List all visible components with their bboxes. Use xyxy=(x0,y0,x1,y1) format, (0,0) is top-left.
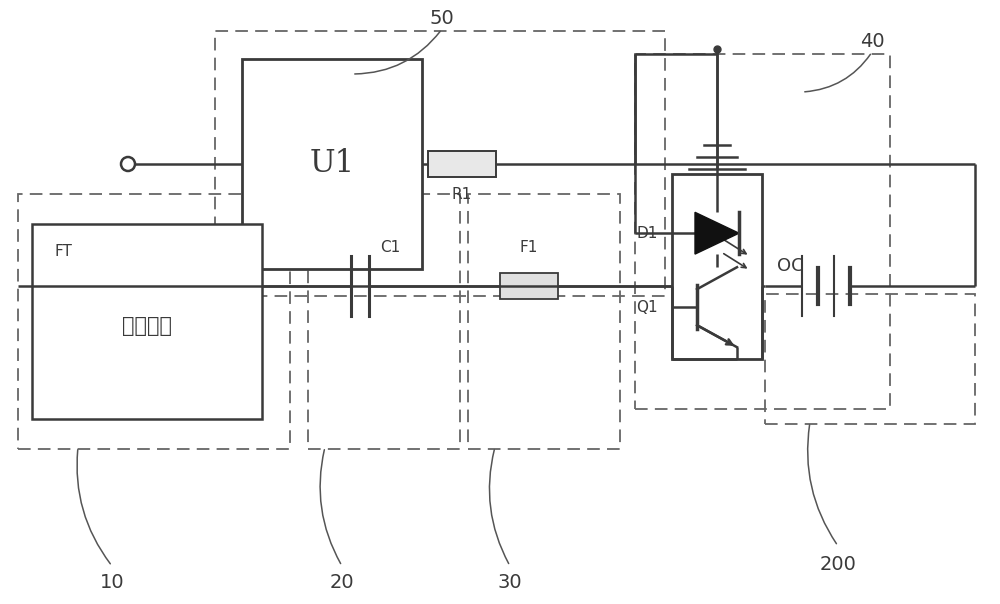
Bar xyxy=(242,59,422,269)
Bar xyxy=(32,224,262,419)
Text: 40: 40 xyxy=(860,33,884,51)
Bar xyxy=(672,174,762,359)
Text: FT: FT xyxy=(54,244,72,259)
Bar xyxy=(765,294,975,424)
Text: 200: 200 xyxy=(820,554,856,574)
Bar xyxy=(215,31,665,296)
Bar xyxy=(18,194,290,449)
Text: D1: D1 xyxy=(636,226,658,241)
Text: R1: R1 xyxy=(452,187,472,202)
Text: 50: 50 xyxy=(430,10,454,28)
Text: U1: U1 xyxy=(309,149,355,179)
Text: F1: F1 xyxy=(520,240,538,255)
Text: 30: 30 xyxy=(498,573,522,591)
Text: C1: C1 xyxy=(380,240,400,255)
Text: 10: 10 xyxy=(100,573,124,591)
Text: 反激电源: 反激电源 xyxy=(122,316,172,336)
Text: 20: 20 xyxy=(330,573,354,591)
Bar xyxy=(308,194,460,449)
Text: Q1: Q1 xyxy=(636,300,658,315)
Bar xyxy=(428,151,496,177)
Polygon shape xyxy=(695,212,739,254)
Bar xyxy=(500,273,558,299)
Text: OC: OC xyxy=(777,257,803,275)
Bar xyxy=(468,194,620,449)
Bar xyxy=(635,54,890,409)
